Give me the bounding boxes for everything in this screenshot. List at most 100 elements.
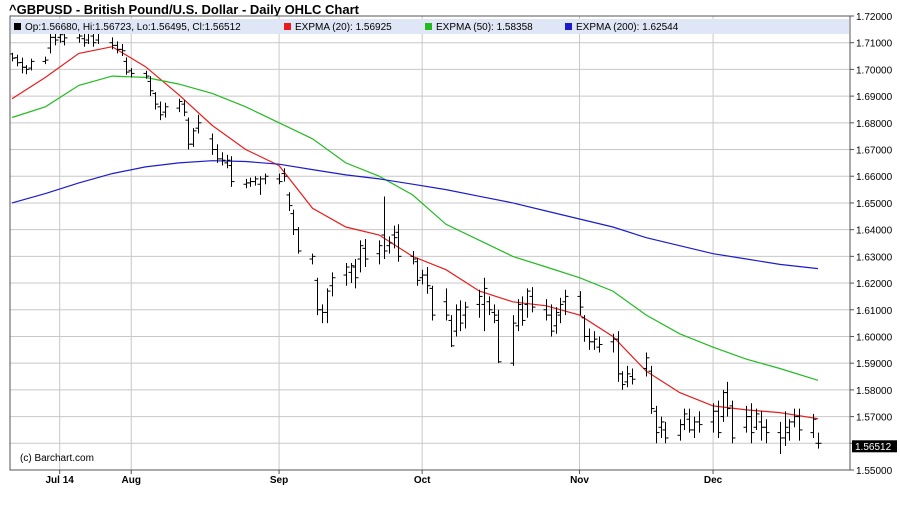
ohlc-bar <box>42 56 49 65</box>
ohlc-bar <box>720 389 727 422</box>
ohlc-bar <box>128 68 135 78</box>
ohlc-bar <box>176 98 183 113</box>
ohlc-bar <box>286 192 293 211</box>
y-tick-label: 1.70000 <box>856 65 893 76</box>
ohlc-bar <box>662 421 669 444</box>
legend-swatch-ohlc <box>14 23 21 30</box>
ohlc-bar <box>686 408 693 433</box>
ohlc-bar <box>185 117 192 150</box>
legend-ema20: EXPMA (20): 1.56925 <box>295 22 392 33</box>
legend-swatch-ema20 <box>284 23 291 30</box>
ohlc-bar <box>476 289 483 318</box>
ohlc-bar <box>515 299 522 332</box>
chart-credit: (c) Barchart.com <box>20 453 94 464</box>
ohlc-bar <box>348 263 355 284</box>
ohlc-bar <box>362 238 369 268</box>
ohlc-bar <box>424 267 431 294</box>
ohlc-bar <box>61 32 68 46</box>
ohlc-bar <box>181 100 188 117</box>
ohlc-bar <box>228 156 235 187</box>
ohlc-bar <box>562 289 569 316</box>
grid-layer <box>10 15 850 471</box>
ohlc-bar <box>796 408 803 441</box>
ohlc-bar <box>357 240 364 273</box>
ohlc-bar <box>629 368 636 385</box>
ohlc-bar <box>681 408 688 430</box>
ohlc-bar <box>14 54 21 67</box>
x-tick-label: Jul 14 <box>46 475 75 486</box>
ohlc-bar <box>295 226 302 254</box>
ohlc-bar <box>247 177 254 187</box>
ohlc-bar <box>429 285 436 321</box>
legend-ema200: EXPMA (200): 1.62544 <box>576 22 679 33</box>
ohlc-bar <box>391 225 398 249</box>
ohlc-bar <box>123 57 130 75</box>
ohlc-bar <box>309 253 316 265</box>
legend-ohlc-part: , Hi:1.56723 <box>77 22 131 33</box>
ohlc-bar <box>462 301 469 329</box>
ohlc-bar <box>195 114 202 134</box>
ohlc-bar <box>157 101 164 121</box>
legend-ohlc-part: , Cl:1.56512 <box>187 22 241 33</box>
ohlc-bar <box>162 102 169 118</box>
ohlc-bar <box>491 304 498 324</box>
x-tick-label: Nov <box>570 475 589 486</box>
ohlc-bar <box>281 168 288 182</box>
ohlc-bar <box>252 176 259 186</box>
y-tick-label: 1.55000 <box>856 466 893 477</box>
ohlc-bar <box>710 403 717 433</box>
ohlc-bar <box>219 152 226 166</box>
ohlc-bar <box>724 381 731 417</box>
ohlc-bar <box>319 304 326 324</box>
ohlc-bar <box>548 304 555 337</box>
ohlc-bar <box>596 336 603 353</box>
ohlc-bar <box>343 263 350 286</box>
x-tick-label: Aug <box>122 475 141 486</box>
plot-frame <box>9 15 851 471</box>
ohlc-bar <box>763 419 770 444</box>
legend-swatch-ema50 <box>425 23 432 30</box>
y-tick-label: 1.68000 <box>856 119 893 130</box>
ohlc-bar <box>643 352 650 377</box>
y-tick-label: 1.58000 <box>856 386 893 397</box>
ohlc-bar <box>119 44 126 57</box>
ohlc-bar <box>495 309 502 364</box>
ohlc-bar <box>290 209 297 235</box>
ohlc-bar <box>190 128 197 147</box>
last-price-label: 1.56512 <box>855 442 892 453</box>
ohlc-bar <box>376 240 383 265</box>
ohlc-bar <box>691 416 698 438</box>
ohlc-bar <box>577 291 584 316</box>
ohlc-bar <box>143 70 150 79</box>
y-tick-label: 1.72000 <box>856 12 893 23</box>
last-price-marker: 1.56512 <box>852 440 897 453</box>
y-tick-label: 1.61000 <box>856 306 893 317</box>
ohlc-bar <box>28 58 35 71</box>
y-tick-label: 1.67000 <box>856 146 893 157</box>
ohlc-bar <box>410 251 417 265</box>
ohlc-bar <box>815 432 822 449</box>
ohlc-bar <box>329 272 336 297</box>
chart-legend: Op:1.56680, Hi:1.56723, Lo:1.56495, Cl:1… <box>11 19 849 34</box>
ohlc-bar <box>748 403 755 444</box>
ohlc-bar <box>553 307 560 334</box>
ohlc-bar <box>414 257 421 286</box>
ohlc-bar <box>224 154 231 169</box>
y-tick-label: 1.65000 <box>856 199 893 210</box>
ohlc-bar <box>457 300 464 332</box>
ohlc-bar <box>486 296 493 316</box>
legend-ohlc-part: , Lo:1.56495 <box>131 22 187 33</box>
y-tick-label: 1.63000 <box>856 252 893 263</box>
series-line-expma-200 <box>11 160 819 270</box>
y-tick-label: 1.69000 <box>856 92 893 103</box>
y-axis: 1.72000 1.71000 1.70000 1.69000 1.68000 1.670… <box>850 12 893 477</box>
y-tick-label: 1.64000 <box>856 226 893 237</box>
ohlc-bar <box>557 297 564 324</box>
x-tick-label: Sep <box>270 475 288 486</box>
ohlc-bar <box>19 57 26 74</box>
ohlc-bar <box>481 277 488 332</box>
ohlc-bar <box>591 331 598 350</box>
ohlc-bar <box>786 419 793 441</box>
series-line-expma-50 <box>11 75 819 381</box>
ohlc-bar <box>276 173 283 185</box>
